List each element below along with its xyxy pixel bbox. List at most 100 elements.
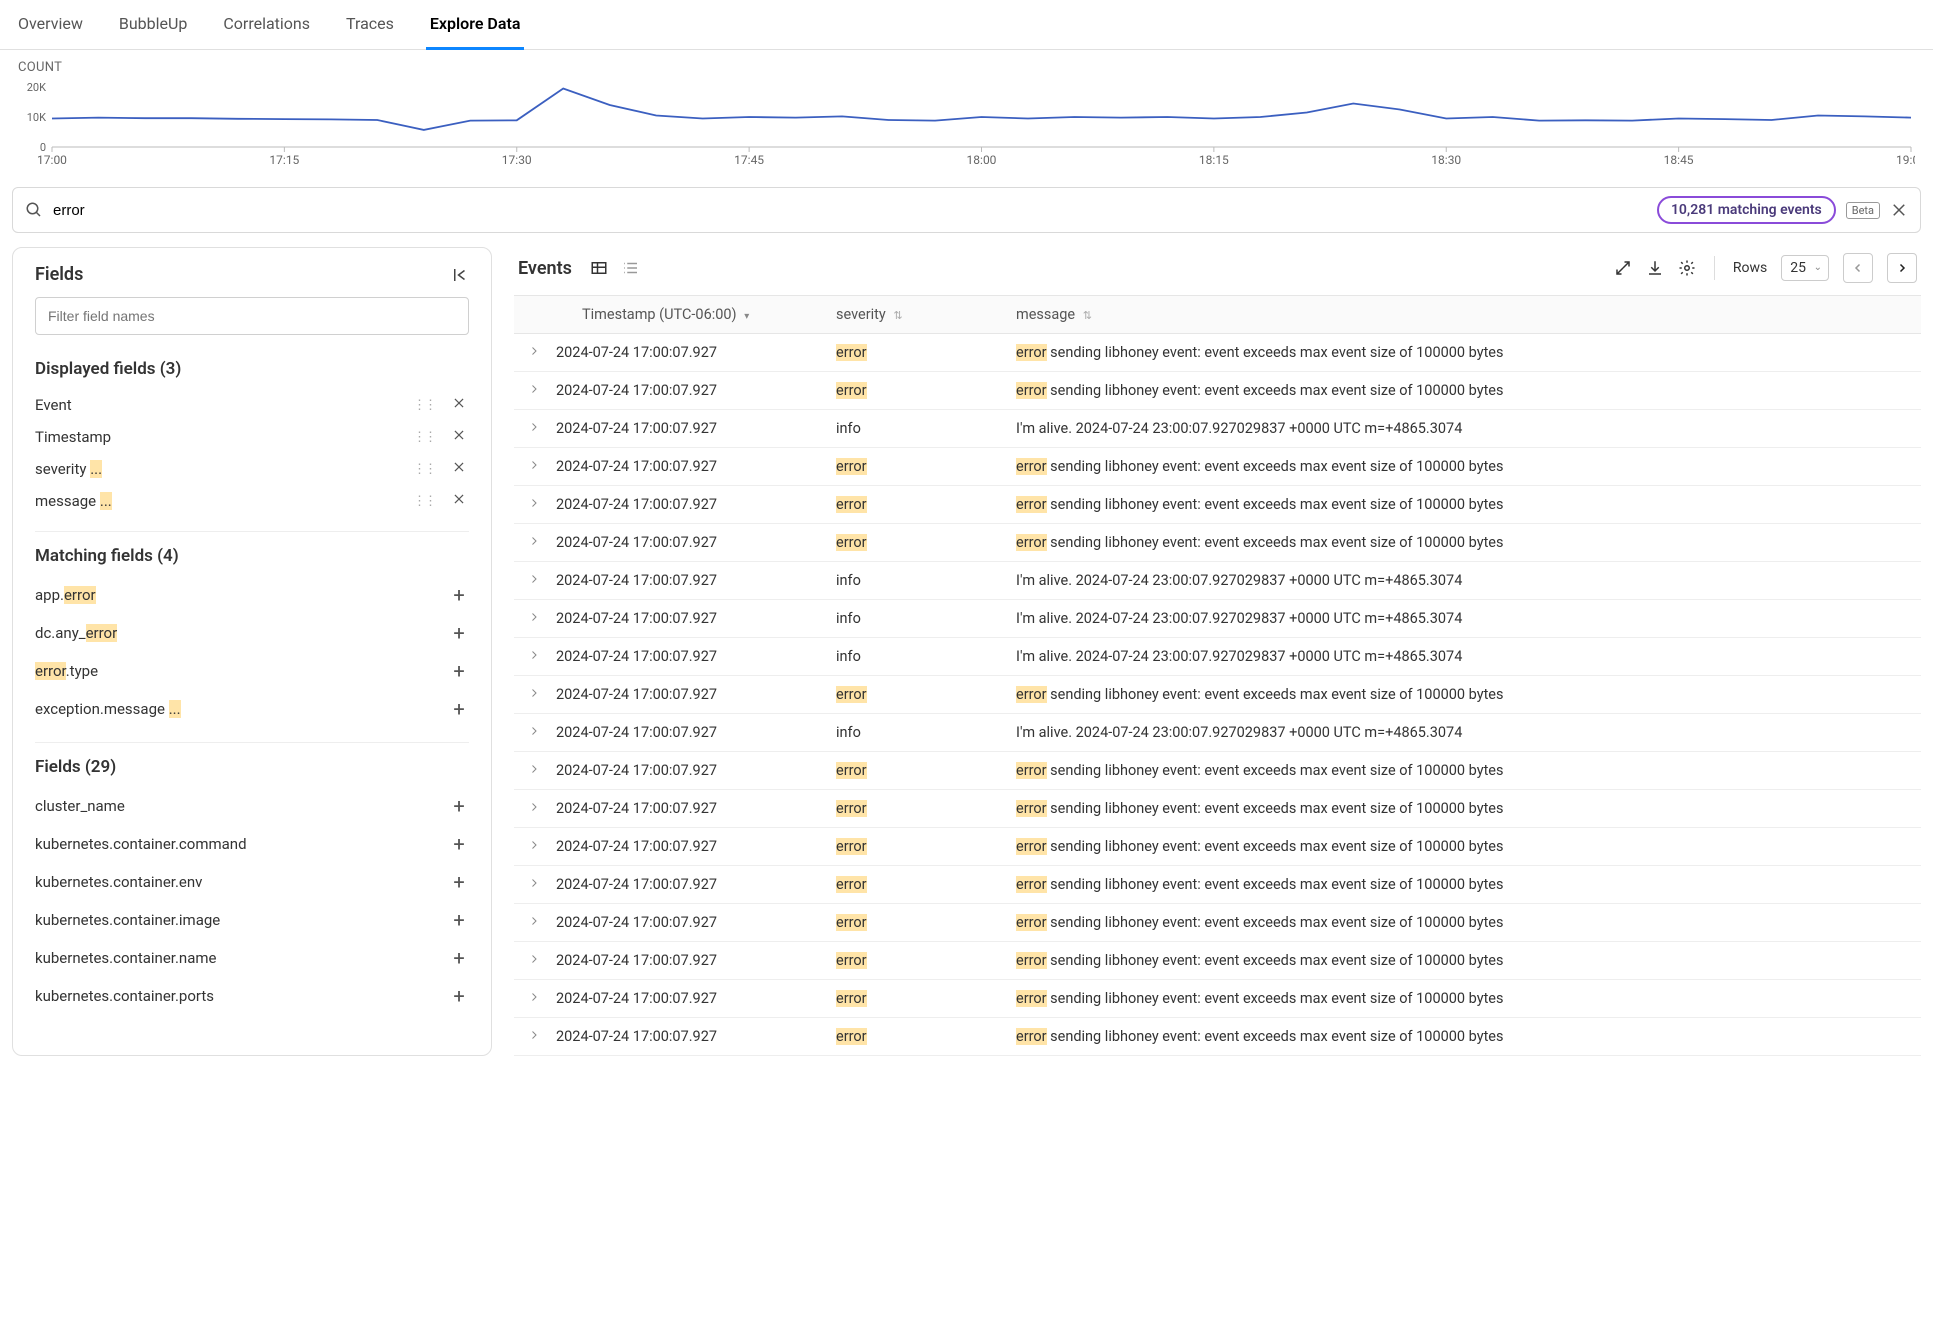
cell-timestamp: 2024-07-24 17:00:07.927 — [542, 904, 822, 942]
tab-correlations[interactable]: Correlations — [219, 8, 314, 49]
drag-handle-icon[interactable]: ⋮⋮ — [413, 494, 435, 509]
expand-row-icon[interactable] — [514, 942, 542, 980]
drag-handle-icon[interactable]: ⋮⋮ — [413, 430, 435, 445]
add-field-icon[interactable]: + — [449, 583, 469, 607]
expand-row-icon[interactable] — [514, 600, 542, 638]
add-field-icon[interactable]: + — [449, 794, 469, 818]
add-field-icon[interactable]: + — [449, 870, 469, 894]
add-field-icon[interactable]: + — [449, 908, 469, 932]
svg-text:18:30: 18:30 — [1431, 153, 1461, 167]
search-input[interactable] — [53, 202, 1647, 219]
cell-timestamp: 2024-07-24 17:00:07.927 — [542, 1018, 822, 1056]
displayed-field-row[interactable]: message ...⋮⋮ — [35, 485, 469, 517]
cell-message: error sending libhoney event: event exce… — [1002, 1018, 1921, 1056]
field-label: error.type — [35, 662, 449, 680]
displayed-field-row[interactable]: Timestamp⋮⋮ — [35, 421, 469, 453]
cell-severity: error — [822, 486, 1002, 524]
cell-message: error sending libhoney event: event exce… — [1002, 790, 1921, 828]
cell-timestamp: 2024-07-24 17:00:07.927 — [542, 524, 822, 562]
tab-overview[interactable]: Overview — [14, 8, 87, 49]
table-row: 2024-07-24 17:00:07.927errorerror sendin… — [514, 904, 1921, 942]
clear-search-icon[interactable] — [1890, 201, 1908, 219]
cell-message: error sending libhoney event: event exce… — [1002, 942, 1921, 980]
cell-message: error sending libhoney event: event exce… — [1002, 448, 1921, 486]
field-label: kubernetes.container.env — [35, 873, 449, 891]
displayed-field-row[interactable]: severity ...⋮⋮ — [35, 453, 469, 485]
cell-message: error sending libhoney event: event exce… — [1002, 980, 1921, 1018]
expand-row-icon[interactable] — [514, 372, 542, 410]
add-field-icon[interactable]: + — [449, 832, 469, 856]
expand-row-icon[interactable] — [514, 980, 542, 1018]
drag-handle-icon[interactable]: ⋮⋮ — [413, 462, 435, 477]
matching-field-row[interactable]: dc.any_error+ — [35, 614, 469, 652]
displayed-field-row[interactable]: Event⋮⋮ — [35, 389, 469, 421]
settings-icon[interactable] — [1678, 259, 1696, 277]
cell-severity: error — [822, 334, 1002, 372]
expand-row-icon[interactable] — [514, 1018, 542, 1056]
col-message[interactable]: message ⇅ — [1002, 296, 1921, 334]
remove-field-icon[interactable] — [449, 428, 469, 446]
matching-field-row[interactable]: exception.message ...+ — [35, 690, 469, 728]
col-severity[interactable]: severity ⇅ — [822, 296, 1002, 334]
add-field-icon[interactable]: + — [449, 659, 469, 683]
tab-bubbleup[interactable]: BubbleUp — [115, 8, 192, 49]
rows-label: Rows — [1733, 260, 1767, 276]
cell-timestamp: 2024-07-24 17:00:07.927 — [542, 638, 822, 676]
expand-row-icon[interactable] — [514, 410, 542, 448]
other-field-row[interactable]: kubernetes.container.command+ — [35, 825, 469, 863]
expand-row-icon[interactable] — [514, 562, 542, 600]
field-label: Timestamp — [35, 428, 413, 446]
cell-timestamp: 2024-07-24 17:00:07.927 — [542, 866, 822, 904]
other-field-row[interactable]: kubernetes.container.name+ — [35, 939, 469, 977]
expand-row-icon[interactable] — [514, 524, 542, 562]
expand-row-icon[interactable] — [514, 828, 542, 866]
expand-row-icon[interactable] — [514, 676, 542, 714]
remove-field-icon[interactable] — [449, 492, 469, 510]
drag-handle-icon[interactable]: ⋮⋮ — [413, 398, 435, 413]
expand-row-icon[interactable] — [514, 904, 542, 942]
table-row: 2024-07-24 17:00:07.927errorerror sendin… — [514, 790, 1921, 828]
cell-severity: error — [822, 980, 1002, 1018]
cell-timestamp: 2024-07-24 17:00:07.927 — [542, 714, 822, 752]
next-page-button[interactable] — [1887, 253, 1917, 283]
other-field-row[interactable]: kubernetes.container.env+ — [35, 863, 469, 901]
view-table-icon[interactable] — [590, 259, 608, 277]
col-severity-label: severity — [836, 306, 886, 323]
add-field-icon[interactable]: + — [449, 946, 469, 970]
expand-row-icon[interactable] — [514, 334, 542, 372]
table-row: 2024-07-24 17:00:07.927errorerror sendin… — [514, 942, 1921, 980]
expand-row-icon[interactable] — [514, 638, 542, 676]
matching-field-row[interactable]: error.type+ — [35, 652, 469, 690]
filter-fields-input[interactable] — [35, 297, 469, 335]
expand-row-icon[interactable] — [514, 714, 542, 752]
expand-row-icon[interactable] — [514, 752, 542, 790]
tab-traces[interactable]: Traces — [342, 8, 398, 49]
matching-field-row[interactable]: app.error+ — [35, 576, 469, 614]
collapse-sidebar-icon[interactable] — [451, 266, 469, 284]
expand-row-icon[interactable] — [514, 486, 542, 524]
add-field-icon[interactable]: + — [449, 984, 469, 1008]
view-list-icon[interactable] — [622, 259, 640, 277]
other-field-row[interactable]: kubernetes.container.image+ — [35, 901, 469, 939]
cell-severity: error — [822, 676, 1002, 714]
other-field-row[interactable]: kubernetes.container.ports+ — [35, 977, 469, 1015]
expand-row-icon[interactable] — [514, 790, 542, 828]
expand-icon[interactable] — [1614, 259, 1632, 277]
expand-row-icon[interactable] — [514, 866, 542, 904]
field-label: dc.any_error — [35, 624, 449, 642]
rows-select[interactable]: 25 ⌄ — [1781, 255, 1829, 281]
table-row: 2024-07-24 17:00:07.927errorerror sendin… — [514, 448, 1921, 486]
other-field-row[interactable]: cluster_name+ — [35, 787, 469, 825]
download-icon[interactable] — [1646, 259, 1664, 277]
remove-field-icon[interactable] — [449, 460, 469, 478]
prev-page-button[interactable] — [1843, 253, 1873, 283]
add-field-icon[interactable]: + — [449, 621, 469, 645]
table-row: 2024-07-24 17:00:07.927errorerror sendin… — [514, 676, 1921, 714]
expand-row-icon[interactable] — [514, 448, 542, 486]
remove-field-icon[interactable] — [449, 396, 469, 414]
tab-explore-data[interactable]: Explore Data — [426, 8, 525, 50]
sort-icon: ⇅ — [1083, 309, 1092, 322]
col-timestamp[interactable]: Timestamp (UTC-06:00) ▾ — [542, 296, 822, 334]
add-field-icon[interactable]: + — [449, 697, 469, 721]
svg-text:17:15: 17:15 — [269, 153, 299, 167]
